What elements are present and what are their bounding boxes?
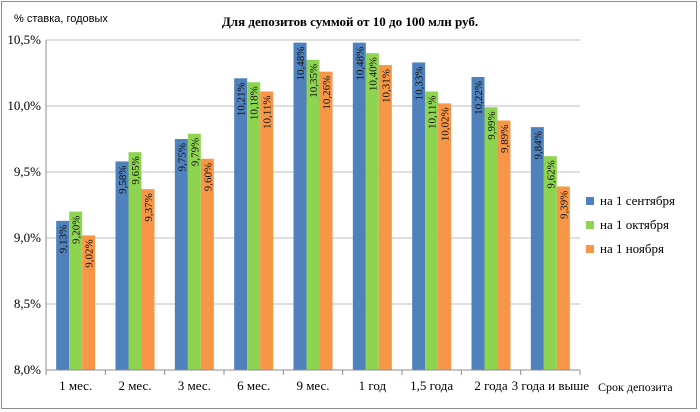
bar [187, 133, 201, 370]
category-label: 9 мес. [296, 378, 329, 393]
y-tick-label: 8,5% [14, 296, 41, 311]
data-label: 9,65% [130, 156, 142, 184]
bar [56, 220, 70, 370]
data-label: 9,13% [58, 225, 70, 253]
data-label: 9,37% [143, 193, 155, 221]
bar [293, 42, 307, 370]
x-axis-label: Срок депозита [598, 380, 673, 394]
bar [352, 42, 366, 370]
data-label: 10,18% [249, 86, 261, 120]
bar [497, 120, 511, 371]
bar [82, 235, 96, 370]
data-label: 10,11% [427, 95, 439, 129]
bar [234, 78, 248, 370]
data-label: 10,21% [236, 82, 248, 116]
y-tick-label: 8,0% [14, 362, 41, 377]
bar [128, 152, 142, 370]
legend-entry: на 1 октября [600, 217, 669, 232]
legend-swatch [586, 245, 594, 253]
data-label: 10,48% [295, 47, 307, 81]
bar [438, 103, 452, 371]
data-label: 10,33% [414, 66, 426, 100]
category-label: 1 год [359, 378, 387, 393]
bar [471, 76, 485, 371]
bar [115, 161, 129, 370]
y-tick-label: 10,5% [7, 32, 41, 47]
category-label: 2 года [474, 378, 507, 393]
data-label: 9,99% [486, 111, 498, 139]
bar [260, 91, 274, 370]
data-label: 9,62% [545, 160, 557, 188]
data-label: 10,11% [262, 95, 274, 129]
bar [484, 107, 498, 370]
bar [412, 62, 426, 370]
bar [378, 65, 392, 370]
bar [141, 189, 155, 370]
data-label: 10,48% [354, 47, 366, 81]
bar [556, 186, 570, 370]
bar [319, 71, 333, 371]
data-label: 10,35% [308, 64, 320, 98]
bar [174, 139, 188, 370]
category-label: 3 года и выше [512, 378, 590, 393]
category-label: 1,5 года [410, 378, 453, 393]
bar [530, 127, 544, 371]
data-label: 9,79% [189, 138, 201, 166]
data-label: 9,75% [176, 143, 188, 171]
category-label: 3 мес. [178, 378, 211, 393]
legend-swatch [586, 197, 594, 205]
bar [425, 91, 439, 370]
y-tick-label: 10,0% [7, 98, 41, 113]
data-label: 9,02% [84, 239, 96, 267]
legend-swatch [586, 221, 594, 229]
data-label: 9,39% [558, 191, 570, 219]
bar [69, 211, 83, 370]
data-label: 10,22% [473, 81, 485, 115]
chart-title: Для депозитов суммой от 10 до 100 млн ру… [222, 14, 478, 29]
data-label: 10,40% [367, 57, 379, 91]
unit-label: % ставка, годовых [14, 13, 108, 25]
legend-entry: на 1 ноября [600, 241, 664, 256]
y-tick-label: 9,5% [14, 164, 41, 179]
bar [247, 82, 261, 371]
data-label: 9,60% [202, 163, 214, 191]
y-tick-label: 9,0% [14, 230, 41, 245]
data-label: 10,31% [380, 69, 392, 103]
legend-entry: на 1 сентября [600, 193, 675, 208]
data-label: 9,89% [499, 125, 511, 153]
bar [365, 53, 379, 370]
data-label: 10,26% [321, 76, 333, 110]
category-label: 2 мес. [118, 378, 151, 393]
data-label: 10,02% [440, 107, 452, 141]
data-label: 9,84% [532, 131, 544, 159]
bar [543, 156, 557, 370]
bar [200, 158, 214, 370]
data-label: 9,58% [117, 165, 129, 193]
data-label: 9,20% [71, 216, 83, 244]
category-label: 6 мес. [237, 378, 270, 393]
bar [306, 59, 320, 371]
category-label: 1 мес. [59, 378, 92, 393]
